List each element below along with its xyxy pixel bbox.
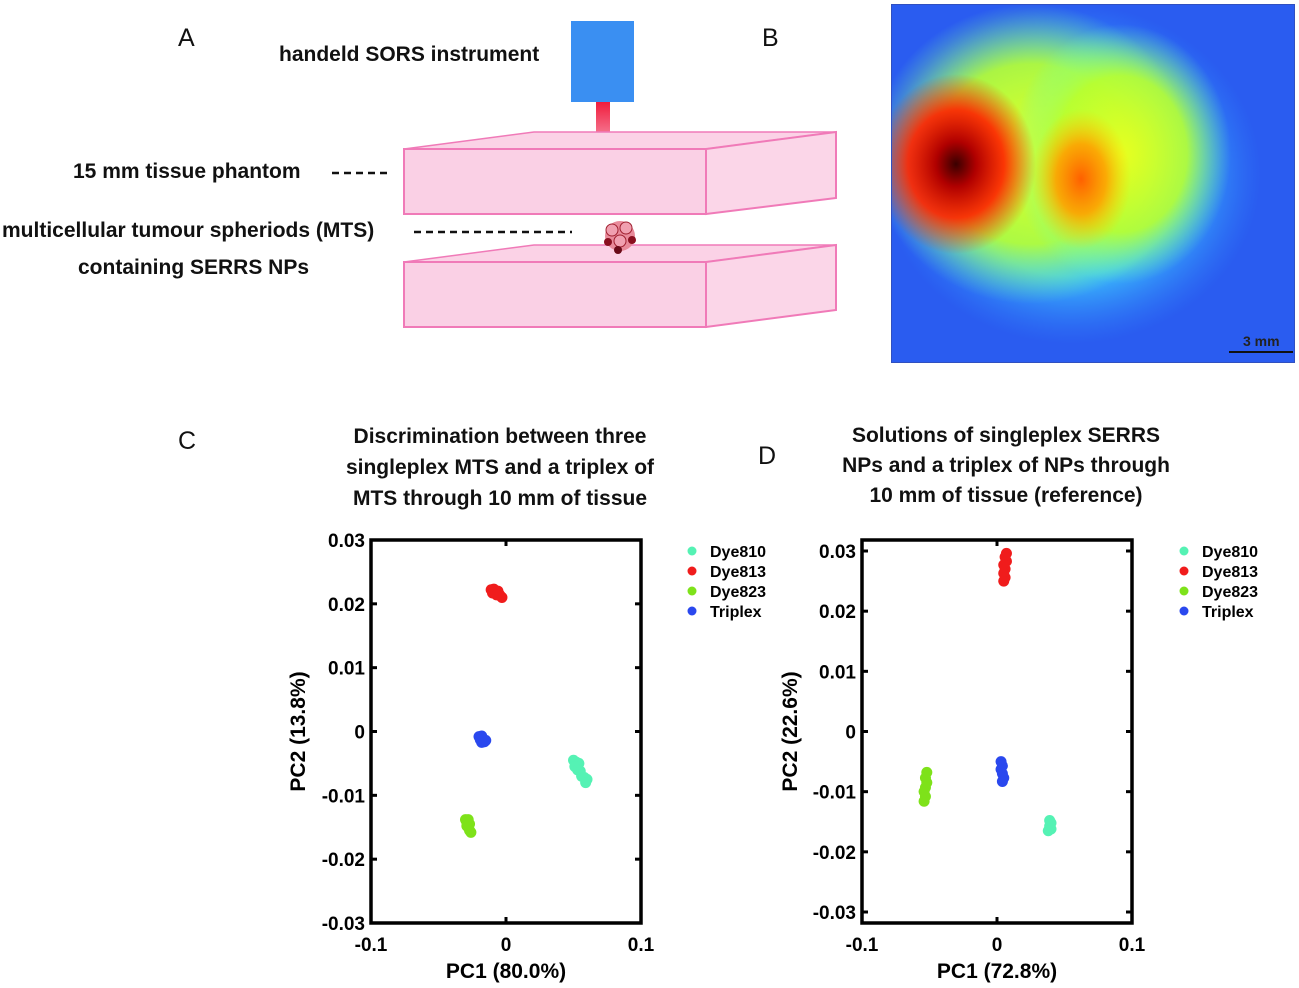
- x-axis-label: PC1 (80.0%): [446, 960, 566, 983]
- chart-d-title: Solutions of singleplex SERRS NPs and a …: [806, 421, 1206, 511]
- mts-label-line2: containing SERRS NPs: [78, 256, 310, 279]
- y-axis-label: PC2 (13.8%): [287, 671, 310, 791]
- chart-d: 0.03 0.02 0.01 0 -0.01 -0.02 -0.03 -0.1 0 0.1 PC1 …: [779, 538, 1258, 983]
- legend-label: Dye813: [1202, 564, 1258, 581]
- panel-b-letter: B: [762, 24, 779, 52]
- series-dye810: [1042, 815, 1057, 837]
- legend-marker: [687, 546, 697, 556]
- title-line: Discrimination between three: [353, 425, 647, 448]
- chart-c-title: Discrimination between three singleplex …: [300, 421, 700, 514]
- series-triplex: [473, 730, 492, 748]
- x-tick-label: -0.1: [846, 935, 879, 956]
- sors-setup-illustration: [332, 21, 837, 329]
- x-tick-label: 0: [501, 935, 512, 956]
- x-axis-label: PC1 (72.8%): [937, 960, 1057, 983]
- panel-d-letter: D: [758, 442, 777, 470]
- tissue-phantom-bottom: [403, 243, 837, 329]
- y-tick-label: -0.02: [322, 850, 365, 871]
- legend-marker: [1179, 546, 1189, 556]
- legend-marker: [1179, 606, 1189, 616]
- y-tick-label: 0.02: [328, 595, 365, 616]
- chart-c: 0.03 0.02 0.01 0 -0.01 -0.02 -0.03-0.1 0 0.1 PC1 …: [287, 531, 766, 983]
- legend-marker: [687, 606, 697, 616]
- series-dye813: [998, 547, 1012, 587]
- y-tick-label: -0.01: [322, 786, 366, 807]
- y-axis-label: PC2 (22.6%): [779, 671, 802, 791]
- legend-label: Dye813: [710, 564, 766, 581]
- data-point: [998, 575, 1010, 587]
- title-line: Solutions of singleplex SERRS: [851, 424, 1161, 447]
- series-dye823: [918, 766, 933, 807]
- x-tick-label: 0.1: [1119, 935, 1146, 956]
- data-point: [480, 734, 492, 746]
- data-point: [1042, 825, 1054, 837]
- data-point: [461, 820, 473, 832]
- y-tick-label: -0.03: [813, 903, 856, 924]
- y-tick-label: 0: [845, 723, 856, 744]
- legend-marker: [1179, 566, 1189, 576]
- x-tick-label: 0.1: [628, 935, 655, 956]
- y-tick-label: -0.01: [813, 783, 857, 804]
- legend-label: Dye810: [710, 544, 766, 561]
- legend-marker: [687, 586, 697, 596]
- legend-label: Dye810: [1202, 544, 1258, 561]
- data-point: [918, 795, 930, 807]
- instrument-label: handeld SORS instrument: [279, 43, 540, 66]
- tissue-phantom-top: [403, 130, 837, 216]
- phantom-label: 15 mm tissue phantom: [73, 160, 301, 183]
- legend-label: Dye823: [710, 584, 766, 601]
- y-tick-label: 0.01: [328, 659, 365, 680]
- legend-marker: [687, 566, 697, 576]
- title-line: NPs and a triplex of NPs through: [842, 454, 1170, 477]
- panel-a-letter: A: [178, 24, 195, 52]
- mts-label: multicellular tumour spheriods (MTS): [2, 219, 375, 242]
- y-tick-label: 0.03: [328, 531, 365, 552]
- y-tick-label: -0.03: [322, 914, 365, 935]
- series-dye823: [460, 814, 477, 838]
- sors-heatmap: 3 mm: [891, 4, 1295, 363]
- data-point: [996, 775, 1008, 787]
- panel-c-letter: C: [178, 427, 197, 455]
- y-tick-label: 0: [354, 723, 365, 744]
- plot-frame: [860, 538, 1134, 925]
- y-tick-label: 0.02: [819, 602, 856, 623]
- legend-label: Dye823: [1202, 584, 1258, 601]
- y-tick-label: 0.03: [819, 542, 856, 563]
- data-point: [491, 589, 503, 601]
- scale-bar-label: 3 mm: [1243, 333, 1280, 349]
- instrument-icon: [571, 21, 634, 102]
- data-point: [580, 777, 592, 789]
- title-line: MTS through 10 mm of tissue: [352, 487, 648, 510]
- tumour-spheroid-icon: [604, 221, 636, 254]
- y-tick-label: -0.02: [813, 843, 856, 864]
- x-tick-label: 0: [992, 935, 1003, 956]
- title-line: singleplex MTS and a triplex of: [345, 456, 655, 479]
- series-triplex: [995, 756, 1010, 787]
- legend-marker: [1179, 586, 1189, 596]
- series-dye813: [485, 583, 508, 603]
- x-tick-label: -0.1: [355, 935, 388, 956]
- y-tick-label: 0.01: [819, 662, 856, 683]
- title-line: 10 mm of tissue (reference): [869, 484, 1143, 507]
- legend-label: Triplex: [1202, 604, 1254, 621]
- legend-label: Triplex: [710, 604, 762, 621]
- series-dye810: [568, 754, 593, 789]
